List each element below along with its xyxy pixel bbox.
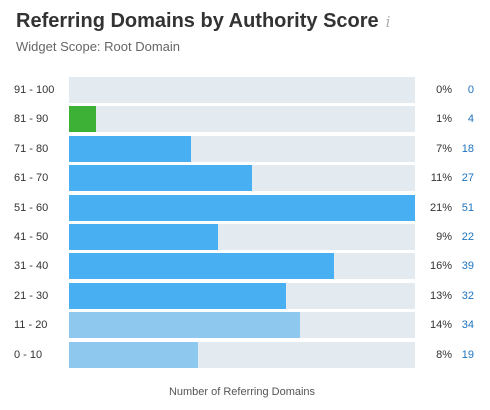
percent-label: 14% (429, 319, 452, 332)
percent-label: 21% (429, 201, 452, 214)
authority-range-label: 71 - 80 (14, 142, 49, 155)
bar-row: 91 - 100 0% 0 (0, 77, 490, 103)
percent-label: 8% (436, 348, 452, 361)
domain-count-link[interactable]: 39 (461, 260, 474, 273)
bar-row: 31 - 40 16% 39 (0, 253, 490, 280)
bar-row: 61 - 70 11% 27 (0, 165, 490, 192)
percent-label: 11% (430, 172, 452, 185)
authority-range-label: 41 - 50 (14, 231, 49, 243)
authority-range-label: 0 - 10 (14, 348, 43, 361)
bar-track (69, 282, 415, 309)
bar-row: 51 - 60 21% 51 (0, 194, 490, 221)
domain-count-link[interactable]: 4 (467, 113, 474, 126)
bar-track (69, 341, 415, 368)
bar-row: 81 - 90 1% 4 (0, 106, 490, 133)
authority-range-label: 51 - 60 (14, 201, 49, 214)
widget-scope: Widget Scope: Root Domain (16, 39, 181, 54)
bar-track (69, 165, 415, 192)
authority-range-label: 61 - 70 (14, 172, 49, 185)
bar-row: 11 - 20 14% 34 (0, 312, 490, 339)
percent-label: 16% (429, 260, 452, 273)
authority-range-label: 81 - 90 (14, 113, 49, 126)
domain-count-link[interactable]: 34 (461, 319, 474, 332)
widget-title-text: Referring Domains by Authority Score (16, 10, 379, 32)
authority-range-label: 11 - 20 (14, 319, 48, 332)
x-axis-label: Number of Referring Domains (168, 386, 316, 398)
percent-label: 7% (436, 142, 452, 155)
percent-label: 0% (436, 84, 452, 96)
bar-track (69, 224, 415, 250)
percent-label: 1% (436, 113, 452, 126)
domain-count-link[interactable]: 22 (461, 231, 474, 243)
bar[interactable] (69, 194, 415, 221)
authority-range-label: 91 - 100 (14, 84, 55, 96)
domain-count-link[interactable]: 32 (461, 289, 474, 302)
authority-range-label: 21 - 30 (14, 289, 49, 302)
domain-count-link[interactable]: 51 (461, 201, 474, 214)
bar[interactable] (69, 106, 97, 133)
bar-track (69, 106, 415, 133)
bar-track (69, 194, 415, 221)
domain-count-link[interactable]: 18 (461, 142, 474, 155)
bar-track (69, 312, 415, 339)
bar[interactable] (69, 253, 334, 280)
bar-track (69, 253, 415, 280)
domain-count-link[interactable]: 0 (467, 84, 474, 96)
bar[interactable] (69, 135, 192, 162)
bar[interactable] (69, 312, 300, 339)
bar-row: 41 - 50 9% 22 (0, 224, 490, 250)
bar-track (69, 135, 415, 162)
bar[interactable] (69, 165, 253, 192)
domain-count-link[interactable]: 19 (461, 348, 474, 361)
bar-row: 0 - 10 8% 19 (0, 341, 490, 368)
percent-label: 13% (429, 289, 452, 302)
bar-row: 71 - 80 7% 18 (0, 135, 490, 162)
authority-range-label: 31 - 40 (14, 260, 49, 273)
bar-track (69, 77, 415, 103)
info-icon[interactable]: i (385, 13, 391, 31)
bar[interactable] (69, 282, 287, 309)
bar[interactable] (69, 224, 219, 250)
widget-title: Referring Domains by Authority Score i (16, 10, 390, 33)
bar-row: 21 - 30 13% 32 (0, 282, 490, 309)
domain-count-link[interactable]: 27 (461, 172, 474, 185)
bar[interactable] (69, 341, 198, 368)
percent-label: 9% (436, 231, 452, 243)
